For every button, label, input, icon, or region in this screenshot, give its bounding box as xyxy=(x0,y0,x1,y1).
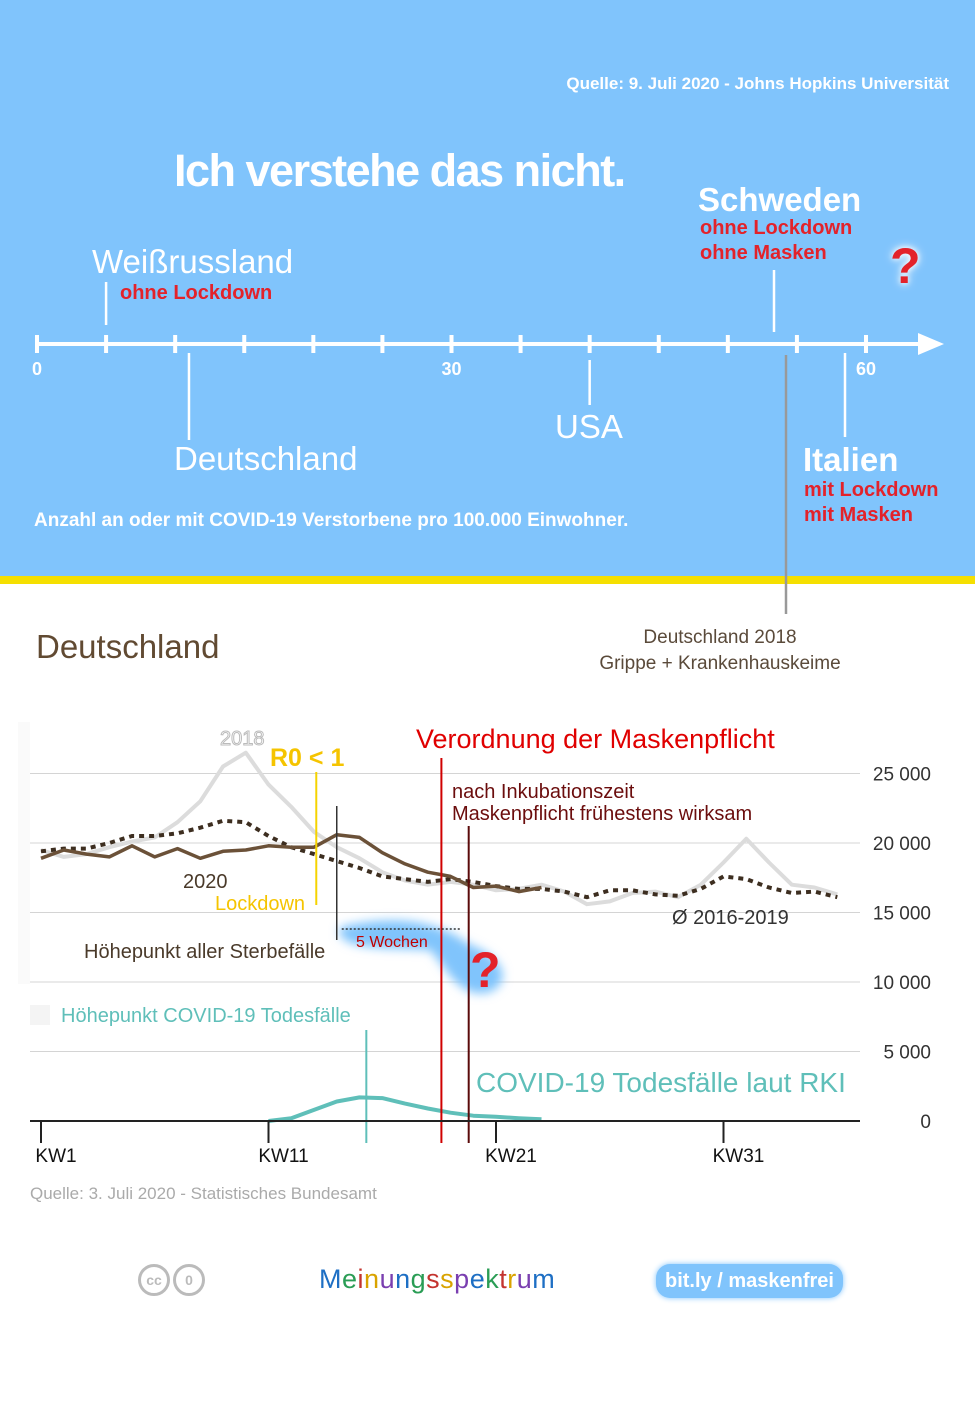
label-lockdown: Lockdown xyxy=(215,893,305,915)
yellow-stripe xyxy=(0,576,975,584)
label-peak-covid: Höhepunkt COVID-19 Todesfälle xyxy=(61,1005,351,1027)
brand-letter: r xyxy=(507,1264,517,1294)
link-button[interactable]: bit.ly / maskenfrei xyxy=(656,1264,843,1298)
mortality-chart: 25 000 20 000 15 000 10 000 5 000 0 KW1 KW11 KW2… xyxy=(18,722,931,1167)
sweden-note-2: ohne Masken xyxy=(700,242,827,264)
label-incubation-2: Maskenpflicht frühestens wirksam xyxy=(452,803,752,825)
label-incubation-1: nach Inkubationszeit xyxy=(452,781,635,803)
belarus-note: ohne Lockdown xyxy=(120,282,273,304)
x-tick-label: KW1 xyxy=(35,1146,76,1167)
label-mask-order: Verordnung der Maskenpflicht xyxy=(416,724,775,754)
series-average xyxy=(40,818,838,900)
x-tick-label: KW11 xyxy=(258,1146,308,1167)
brand-letter: i xyxy=(357,1264,365,1294)
x-tick-label: KW21 xyxy=(485,1146,537,1167)
brand-letter: u xyxy=(516,1264,533,1294)
brand-letter: M xyxy=(319,1264,342,1294)
series-2018 xyxy=(40,750,838,907)
country-name-usa: USA xyxy=(555,408,623,445)
series-covid xyxy=(268,1095,542,1123)
y-tick-label: 15 000 xyxy=(873,904,931,925)
y-tick-label: 10 000 xyxy=(873,973,931,994)
section-title: Deutschland xyxy=(36,628,220,665)
number-line: 0 30 60 xyxy=(32,270,944,614)
reference-label: Deutschland 2018 Grippe + Krankenhauskei… xyxy=(570,625,870,677)
cc-icon: cc xyxy=(138,1264,170,1296)
number-line-tick-label: 60 xyxy=(856,359,876,379)
label-average: Ø 2016-2019 xyxy=(672,907,789,929)
label-2020: 2020 xyxy=(183,871,228,893)
brand-letter: p xyxy=(454,1264,470,1294)
country-name-belarus: Weißrussland xyxy=(92,243,294,280)
label-2018: 2018 xyxy=(220,728,265,750)
brand-letter: m xyxy=(532,1264,556,1294)
brand-letter: t xyxy=(499,1264,508,1294)
brand-letter: s xyxy=(426,1264,441,1294)
brand-letter: e xyxy=(342,1264,358,1294)
header-source: Quelle: 9. Juli 2020 - Johns Hopkins Uni… xyxy=(566,74,949,93)
number-line-arrowhead xyxy=(918,333,944,355)
zero-icon: 0 xyxy=(173,1264,205,1296)
brand-letter: k xyxy=(485,1264,500,1294)
y-tick-label: 25 000 xyxy=(873,765,931,786)
brand-letter: g xyxy=(410,1264,427,1294)
x-tick-label: KW31 xyxy=(713,1146,765,1167)
number-line-tick-label: 30 xyxy=(441,359,461,379)
country-name-germany: Deutschland xyxy=(174,440,358,477)
brand-letter: n xyxy=(395,1264,411,1294)
label-five-weeks: 5 Wochen xyxy=(356,934,428,951)
page-title: Ich verstehe das nicht. xyxy=(174,145,626,196)
number-line-tick-label: 0 xyxy=(32,359,42,379)
reference-label-line1: Deutschland 2018 xyxy=(643,627,797,648)
header-background xyxy=(0,0,975,576)
country-name-sweden: Schweden xyxy=(698,181,862,218)
chart-source: Quelle: 3. Juli 2020 - Statistisches Bun… xyxy=(30,1184,377,1203)
header-question-mark: ? xyxy=(890,238,921,294)
brand-letter: u xyxy=(379,1264,396,1294)
country-belarus: Weißrussland xyxy=(92,243,293,281)
brand-name: Meinungsspektrum xyxy=(319,1264,555,1295)
label-covid-series: COVID-19 Todesfälle laut RKI xyxy=(476,1067,846,1098)
question-bubble xyxy=(338,920,503,994)
chart-question-mark: ? xyxy=(470,942,501,998)
brand-letter: e xyxy=(469,1264,486,1294)
label-peak-all: Höhepunkt aller Sterbefälle xyxy=(84,941,325,963)
brand-letter: s xyxy=(440,1264,455,1294)
covid-legend-swatch xyxy=(30,1005,50,1025)
label-r0: R0 < 1 xyxy=(270,744,344,772)
brand-letter: n xyxy=(364,1264,380,1294)
y-tick-label: 20 000 xyxy=(873,834,931,855)
license-icons: cc 0 xyxy=(138,1264,208,1296)
sweden-note-1: ohne Lockdown xyxy=(700,217,853,239)
y-tick-label: 0 xyxy=(920,1112,931,1133)
axis-caption: Anzahl an oder mit COVID-19 Verstorbene … xyxy=(34,510,629,531)
italy-note-1: mit Lockdown xyxy=(804,479,939,501)
country-name-italy: Italien xyxy=(803,441,899,478)
italy-note-2: mit Masken xyxy=(804,504,913,526)
series-2020 xyxy=(40,832,542,894)
faint-panel xyxy=(18,722,30,984)
y-tick-label: 5 000 xyxy=(883,1043,931,1064)
reference-label-line2: Grippe + Krankenhauskeime xyxy=(599,653,841,674)
